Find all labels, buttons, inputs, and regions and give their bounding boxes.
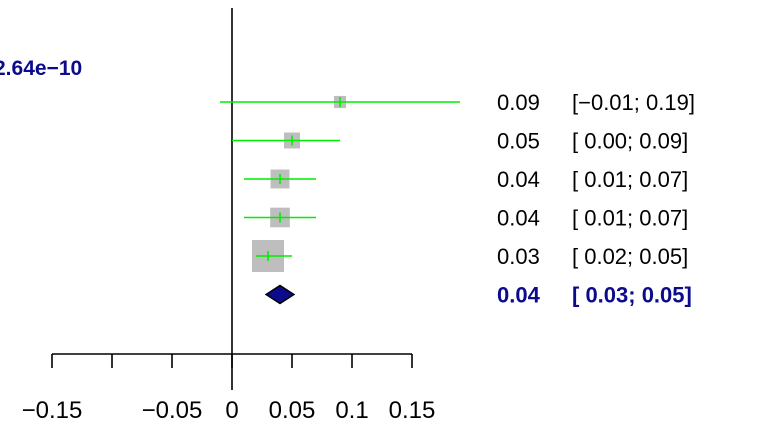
study-row: 0.04 [ 0.01; 0.07] <box>244 206 688 231</box>
study-ci-label: [ 0.00; 0.09] <box>572 129 688 154</box>
study-ci-label: [ 0.01; 0.07] <box>572 167 688 192</box>
study-ci-label: [ 0.02; 0.05] <box>572 244 688 269</box>
study-estimate-label: 0.03 <box>497 244 540 269</box>
x-tick-label: 0.15 <box>389 397 436 424</box>
study-row: 0.05 [ 0.00; 0.09] <box>232 129 688 154</box>
x-tick-label: 0.1 <box>335 397 368 424</box>
summary-ci-label: [ 0.03; 0.05] <box>572 283 692 308</box>
study-estimate-label: 0.04 <box>497 167 540 192</box>
heterogeneity-pvalue: 2.64e−10 <box>0 57 82 80</box>
study-ci-label: [−0.01; 0.19] <box>572 90 695 115</box>
summary-diamond <box>264 284 296 305</box>
x-tick-label: 0.05 <box>269 397 316 424</box>
study-row: 0.04 [ 0.01; 0.07] <box>244 167 688 192</box>
study-row: 0.03 [ 0.02; 0.05] <box>252 240 688 272</box>
study-row: 0.09 [−0.01; 0.19] <box>220 90 695 115</box>
study-ci-label: [ 0.01; 0.07] <box>572 206 688 231</box>
study-estimate-label: 0.09 <box>497 90 540 115</box>
study-estimate-label: 0.05 <box>497 129 540 154</box>
summary-row: 0.04 [ 0.03; 0.05] <box>264 283 692 308</box>
summary-estimate-label: 0.04 <box>497 283 541 308</box>
x-tick-label: −0.15 <box>22 397 83 424</box>
x-axis: −0.15 −0.05 0 0.05 0.1 0.15 <box>22 353 436 424</box>
study-rows: 0.09 [−0.01; 0.19] 0.05 [ 0.00; 0.09] 0.04 [ … <box>220 90 695 272</box>
study-estimate-label: 0.04 <box>497 206 540 231</box>
x-tick-label: −0.05 <box>142 397 203 424</box>
x-tick-label: 0 <box>225 397 238 424</box>
